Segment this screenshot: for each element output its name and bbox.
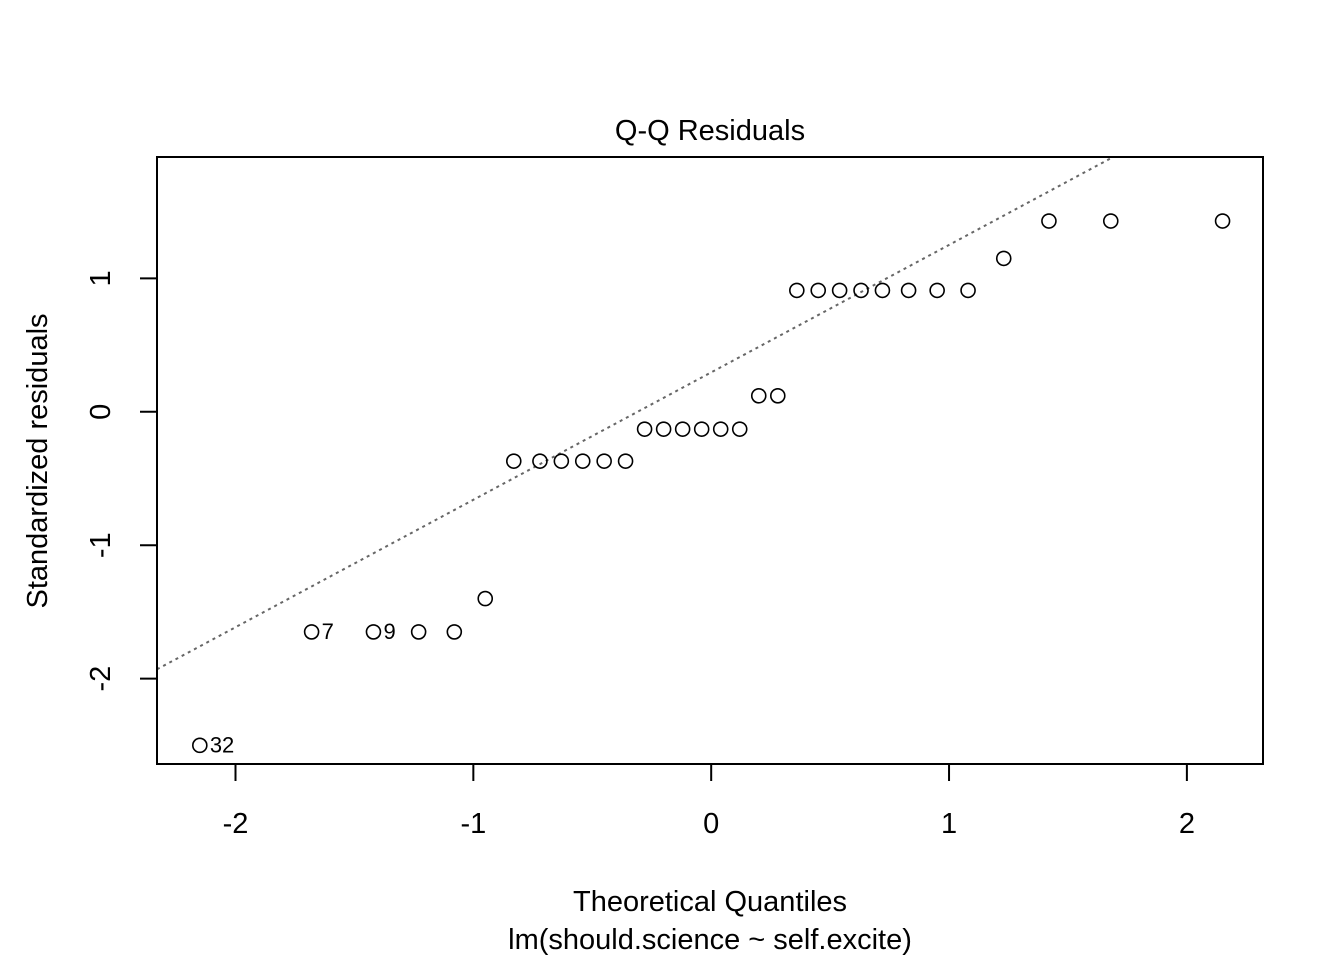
data-point xyxy=(853,282,869,299)
x-tick-label: -2 xyxy=(223,808,249,840)
chart-title: Q-Q Residuals xyxy=(615,115,805,147)
data-point xyxy=(769,387,786,404)
data-point xyxy=(596,453,612,469)
data-point xyxy=(1214,213,1231,229)
data-point xyxy=(810,282,827,299)
data-point xyxy=(636,421,653,437)
data-point xyxy=(831,282,848,299)
data-point xyxy=(617,453,634,469)
data-point xyxy=(731,421,748,437)
data-point xyxy=(553,453,570,469)
data-point xyxy=(1041,213,1057,229)
x-tick-label: 1 xyxy=(941,808,957,840)
point-label: 32 xyxy=(210,732,234,757)
data-point xyxy=(1102,213,1119,229)
data-point xyxy=(693,421,710,437)
data-point xyxy=(674,421,691,437)
data-point xyxy=(900,282,917,299)
y-tick-label: -1 xyxy=(85,532,117,558)
y-tick-label: -2 xyxy=(85,666,117,692)
plot-frame xyxy=(156,156,1264,765)
data-point xyxy=(574,453,591,469)
y-tick-label: 1 xyxy=(85,270,117,286)
point-label: 7 xyxy=(322,619,334,644)
data-point xyxy=(960,282,976,299)
data-point xyxy=(446,624,463,640)
data-point xyxy=(365,624,382,640)
y-axis: -2 -1 0 1 xyxy=(85,270,158,692)
x-tick-label: -1 xyxy=(460,808,486,840)
data-point xyxy=(750,387,767,404)
qq-reference-line xyxy=(156,156,1114,671)
data-point xyxy=(995,250,1012,267)
data-point xyxy=(477,590,494,607)
x-tick-label: 0 xyxy=(703,808,719,840)
data-point xyxy=(192,737,208,754)
data-point xyxy=(532,453,548,469)
y-tick-label: 0 xyxy=(85,404,117,420)
point-label: 9 xyxy=(383,619,395,644)
x-tick-label: 2 xyxy=(1179,808,1195,840)
y-axis-label: Standardized residuals xyxy=(22,313,54,608)
data-point xyxy=(655,421,672,437)
data-point xyxy=(505,453,522,469)
data-point xyxy=(712,421,729,437)
data-point xyxy=(789,282,805,299)
data-point xyxy=(410,624,427,640)
data-point xyxy=(874,282,891,299)
data-point xyxy=(929,282,945,299)
chart-subtitle: lm(should.science ~ self.excite) xyxy=(508,924,912,956)
x-axis-label: Theoretical Quantiles xyxy=(573,886,847,918)
x-axis: -2 -1 0 1 2 xyxy=(223,763,1195,840)
data-point xyxy=(303,624,320,640)
points-group: 32 7 9 xyxy=(192,213,1231,757)
reference-line-group xyxy=(156,156,1114,671)
